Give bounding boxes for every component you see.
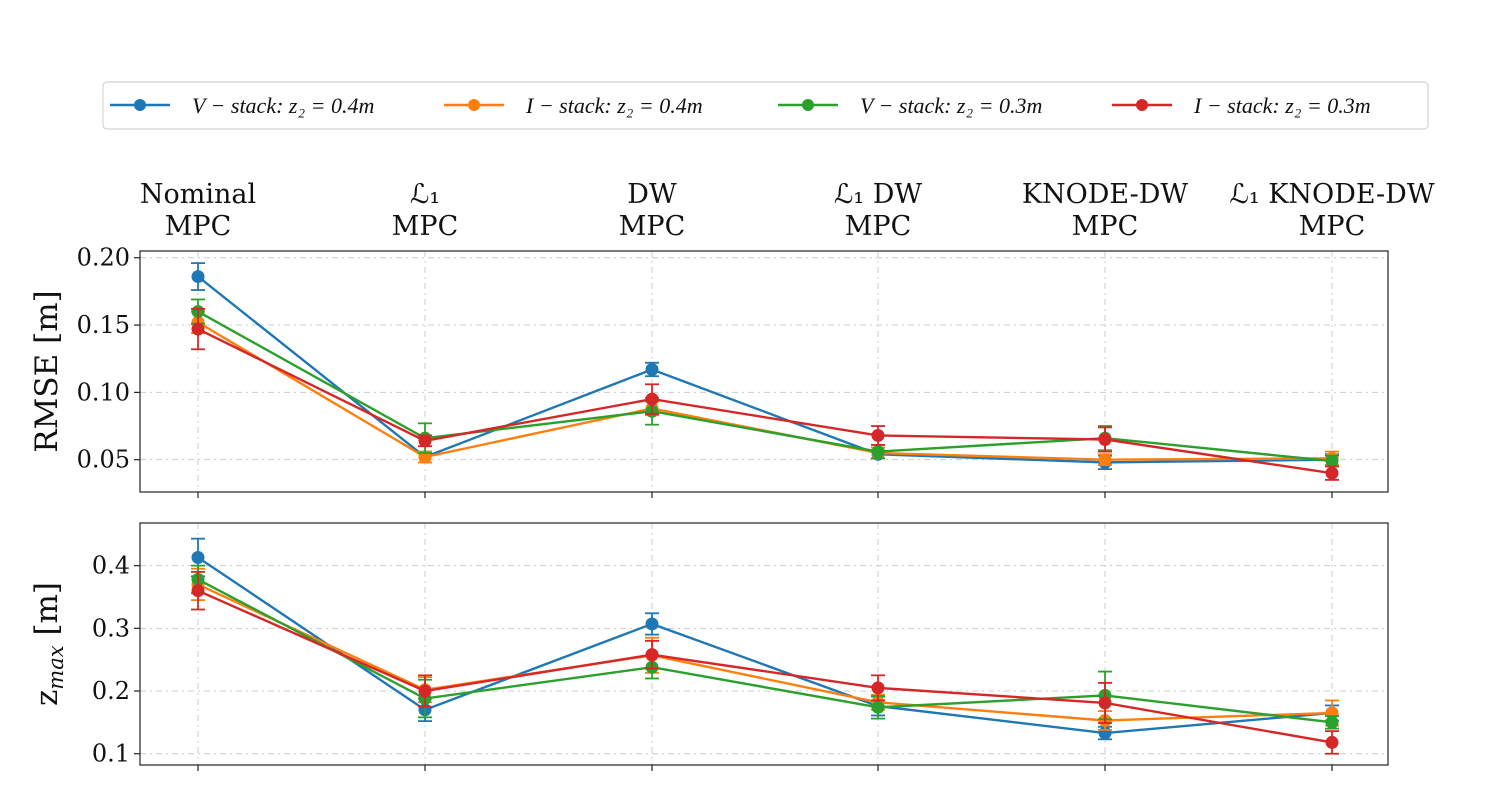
legend-label-i-stack-03: I − stack: z₂ = 0.3m xyxy=(1193,93,1371,118)
series-line xyxy=(197,321,1333,461)
y-axis-label-unit: [m] xyxy=(29,582,65,645)
data-point xyxy=(645,648,659,662)
category-label-line: MPC xyxy=(1072,211,1138,242)
series-line xyxy=(197,583,1333,722)
category-label-line: KNODE-DW xyxy=(1022,179,1189,210)
series-i-stack-04 xyxy=(191,567,1339,731)
series-line xyxy=(197,578,1333,724)
category-label: ℒ₁ MPC xyxy=(392,179,458,242)
category-label-line: ℒ₁ xyxy=(410,179,440,210)
plot-frame xyxy=(139,250,1389,493)
data-point xyxy=(1098,696,1112,710)
category-label-line: ℒ₁ KNODE-DW xyxy=(1229,179,1434,210)
y-tick-label: 0.4 xyxy=(92,552,130,580)
category-label-line: MPC xyxy=(165,211,231,242)
data-point xyxy=(191,584,205,598)
series-v-stack-04 xyxy=(191,262,1339,471)
data-point xyxy=(871,445,885,459)
data-point xyxy=(645,392,659,406)
legend-label-suffix: : z₂ = 0.3m xyxy=(1272,93,1370,118)
data-point xyxy=(191,322,205,336)
y-axis-label-subscript: max xyxy=(44,645,68,689)
data-point xyxy=(645,362,659,376)
data-point xyxy=(191,270,205,284)
category-label-line: DW xyxy=(627,179,677,210)
y-tick-label: 0.20 xyxy=(77,244,130,272)
data-point xyxy=(1098,453,1112,467)
y-axis-label-main: RMSE [m] xyxy=(29,290,65,452)
legend-label-i-stack-04: I − stack: z₂ = 0.4m xyxy=(525,93,703,118)
series-line xyxy=(197,556,1333,735)
category-label: ℒ₁ KNODE-DW MPC xyxy=(1229,179,1434,242)
legend-label-prefix: V − stack xyxy=(192,93,277,118)
data-point xyxy=(1325,735,1339,749)
series-v-stack-03 xyxy=(191,564,1339,730)
category-label-line: MPC xyxy=(1299,211,1365,242)
legend: V − stack: z₂ = 0.4m I − stack: z₂ = 0.4m… xyxy=(102,81,1429,130)
category-label-line: MPC xyxy=(845,211,911,242)
zmax-panel: 0.1 0.2 0.3 0.4 zmax [m] xyxy=(29,522,1389,771)
series-line xyxy=(197,589,1333,744)
data-point xyxy=(418,434,432,448)
data-point xyxy=(1325,466,1339,480)
legend-label-prefix: I − stack xyxy=(1193,93,1274,118)
category-label-line: MPC xyxy=(392,211,458,242)
legend-marker-v-stack-03 xyxy=(802,99,814,111)
legend-marker-i-stack-03 xyxy=(1136,99,1148,111)
legend-label-prefix: V − stack xyxy=(860,93,945,118)
data-point xyxy=(871,681,885,695)
plot-frame xyxy=(139,522,1389,766)
y-axis-label-main: z xyxy=(29,690,65,706)
data-point xyxy=(871,700,885,714)
category-label: ℒ₁ DW MPC xyxy=(834,179,922,242)
category-label-line: MPC xyxy=(619,211,685,242)
legend-label-v-stack-03: V − stack: z₂ = 0.3m xyxy=(860,93,1042,118)
y-tick-label: 0.2 xyxy=(92,677,130,705)
legend-marker-i-stack-04 xyxy=(468,99,480,111)
category-label-line: ℒ₁ DW xyxy=(834,179,922,210)
y-tick-label: 0.3 xyxy=(92,614,130,642)
series-line xyxy=(197,275,1333,464)
series-i-stack-04 xyxy=(191,310,1339,467)
rmse-panel: 0.05 0.10 0.15 0.20 RMSE [m] xyxy=(29,244,1389,498)
y-tick-label: 0.10 xyxy=(77,378,130,406)
legend-label-v-stack-04: V − stack: z₂ = 0.4m xyxy=(192,93,374,118)
y-tick-label: 0.05 xyxy=(77,446,130,474)
y-tick-label: 0.15 xyxy=(77,311,130,339)
data-point xyxy=(1098,432,1112,446)
category-label: KNODE-DW MPC xyxy=(1022,179,1189,242)
series-i-stack-03 xyxy=(191,571,1339,755)
category-label-line: Nominal xyxy=(140,179,256,210)
series-v-stack-04 xyxy=(191,537,1339,741)
data-point xyxy=(1325,715,1339,729)
category-label: Nominal MPC xyxy=(140,179,256,242)
y-axis-label: RMSE [m] xyxy=(29,290,65,452)
data-point xyxy=(871,428,885,442)
legend-marker-v-stack-04 xyxy=(134,99,146,111)
data-point xyxy=(418,684,432,698)
category-label: DW MPC xyxy=(619,179,685,242)
legend-label-prefix: I − stack xyxy=(525,93,606,118)
data-point xyxy=(1325,454,1339,468)
y-tick-label: 0.1 xyxy=(92,740,130,768)
legend-label-suffix: : z₂ = 0.4m xyxy=(276,93,374,118)
y-axis-label: zmax [m] xyxy=(29,582,68,706)
data-point xyxy=(645,617,659,631)
series-line xyxy=(197,328,1333,475)
legend-label-suffix: : z₂ = 0.4m xyxy=(604,93,702,118)
series-line xyxy=(197,310,1333,463)
series-i-stack-03 xyxy=(191,307,1339,481)
data-point xyxy=(191,550,205,564)
legend-label-suffix: : z₂ = 0.3m xyxy=(944,93,1042,118)
legend-frame xyxy=(102,81,1429,130)
